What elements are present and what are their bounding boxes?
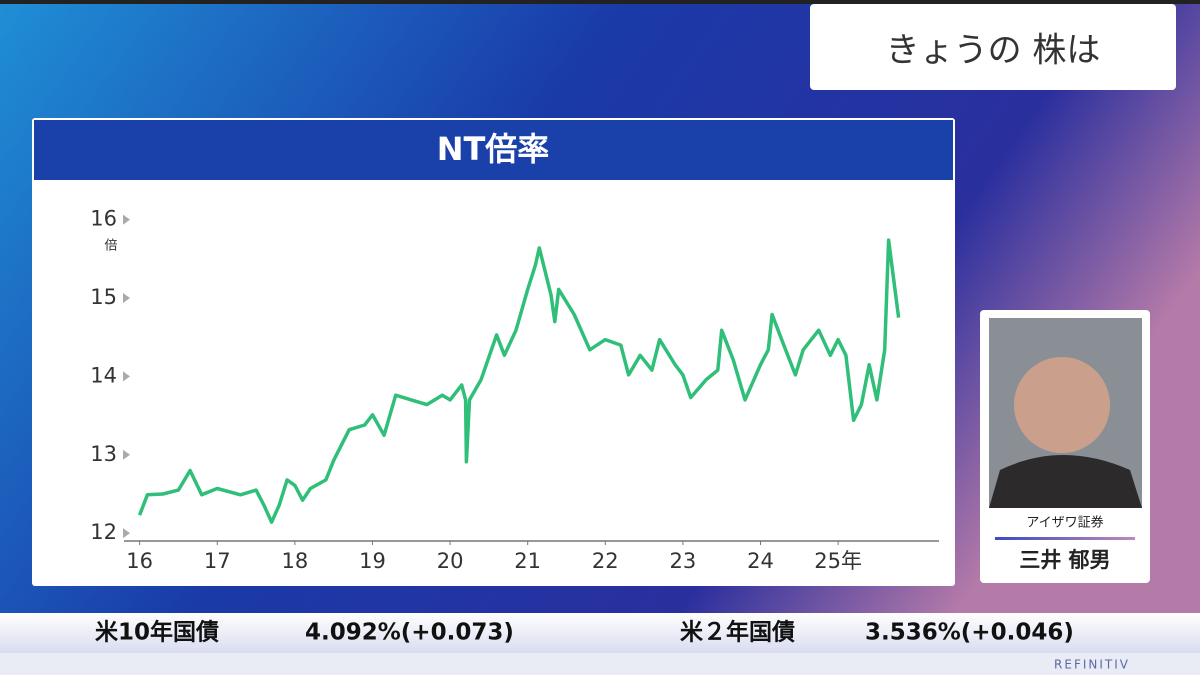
header-title: きょうの 株は xyxy=(886,31,1101,71)
footer-brand: REFINITIV xyxy=(1054,658,1130,672)
x-tick-label: 18 xyxy=(281,549,308,573)
y-tick-label: 15 xyxy=(90,285,117,309)
x-tick-label: 21 xyxy=(514,549,541,573)
ticker-label: 米10年国債 xyxy=(95,619,219,646)
guest-divider xyxy=(995,537,1135,540)
y-tick-label: 12 xyxy=(90,520,117,544)
x-tick-label: 17 xyxy=(204,549,231,573)
x-tick-label: 19 xyxy=(359,549,386,573)
chart-panel xyxy=(32,118,955,586)
header-box xyxy=(810,4,1176,90)
y-tick-label: 13 xyxy=(90,442,117,466)
y-tick-mark xyxy=(123,449,130,460)
data-line xyxy=(137,238,901,524)
x-tick-label: 22 xyxy=(592,549,619,573)
chart-title: NT倍率 xyxy=(437,130,550,168)
guest-face xyxy=(1014,357,1110,453)
y-tick-mark xyxy=(123,214,130,225)
guest-body xyxy=(989,455,1142,508)
footer-bar xyxy=(0,653,1200,675)
guest-name: 三井 郁男 xyxy=(1019,548,1110,572)
x-tick-label: 20 xyxy=(437,549,464,573)
ticker-value: 4.092%(+0.073) xyxy=(305,620,514,646)
y-tick-mark xyxy=(123,293,130,304)
top-edge xyxy=(0,0,1200,4)
x-tick-label: 23 xyxy=(670,549,697,573)
x-tick-label: 16 xyxy=(126,549,153,573)
x-tick-label: 24 xyxy=(747,549,774,573)
chart-header xyxy=(34,120,953,180)
y-tick-mark xyxy=(123,528,130,539)
y-tick-label: 16 xyxy=(90,207,117,231)
ticker-label: 米２年国債 xyxy=(680,619,795,646)
ticker-value: 3.536%(+0.046) xyxy=(865,620,1074,646)
y-tick-label: 14 xyxy=(90,363,117,387)
y-tick-mark xyxy=(123,371,130,382)
ticker-bar xyxy=(0,613,1200,653)
y-unit: 倍 xyxy=(104,239,117,254)
guest-company: アイザワ証券 xyxy=(1026,516,1103,531)
x-tick-label: 25年 xyxy=(814,549,862,573)
